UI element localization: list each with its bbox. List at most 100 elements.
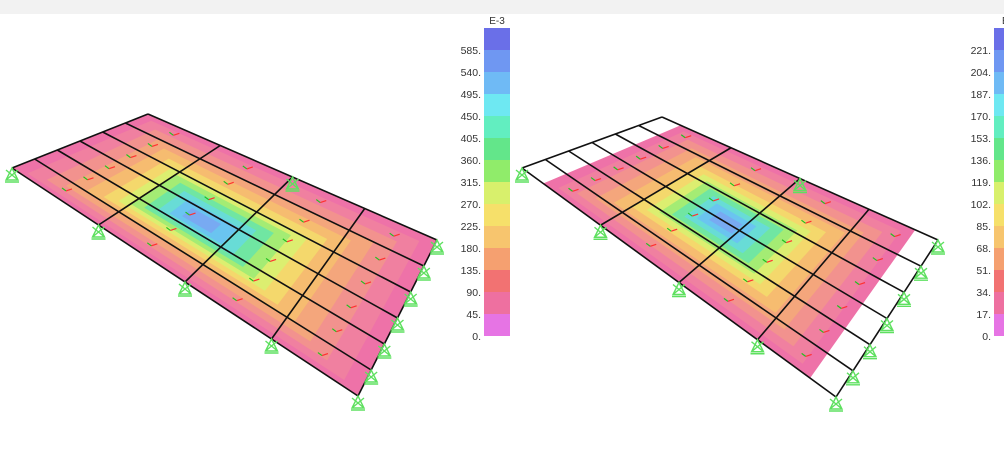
axis-mark: [232, 297, 237, 302]
axis-mark: [645, 242, 651, 247]
legend-swatch: [994, 270, 1004, 292]
grid-line: [184, 176, 294, 283]
grid-line: [678, 177, 801, 284]
legend-tick-label: 136.: [971, 155, 991, 167]
axis-mark: [170, 227, 177, 232]
axis-mark: [733, 183, 741, 187]
axis-mark: [248, 277, 254, 282]
axis-mark: [691, 213, 699, 217]
axis-mark: [762, 258, 768, 263]
support-icon: [792, 176, 808, 194]
legend-swatch: [484, 292, 510, 314]
legend-swatch: [484, 226, 510, 248]
legend-tick-label: 45.: [466, 309, 481, 321]
support-icon: [377, 342, 392, 359]
axis-mark: [594, 177, 602, 182]
axis-mark: [389, 232, 395, 237]
support-icon: [750, 338, 765, 355]
support-icon: [845, 369, 861, 386]
legend-tick-label: 221.: [971, 45, 991, 57]
axis-mark: [754, 168, 762, 172]
axis-mark: [185, 211, 190, 216]
axis-mark: [568, 187, 573, 192]
axis-mark: [65, 188, 73, 192]
support-icon: [403, 290, 418, 307]
axis-mark: [819, 328, 824, 333]
axis-mark: [242, 165, 248, 170]
legend-swatch: [484, 50, 510, 72]
legend-tick-label: 315.: [461, 177, 481, 189]
axis-mark: [785, 240, 793, 244]
legend-tick-label: 17.: [976, 309, 991, 321]
legend-swatch: [994, 204, 1004, 226]
contour-fill: [543, 125, 916, 379]
axis-mark: [727, 298, 735, 302]
contour-fill: [12, 114, 437, 396]
support-icon: [879, 316, 895, 334]
axis-mark: [317, 352, 323, 357]
support-icon: [514, 166, 530, 183]
grid-line: [98, 144, 221, 226]
legend-tick-label: 204.: [971, 67, 991, 79]
legend-tick-label: 360.: [461, 155, 481, 167]
legend: E-3 585. 540. 495. 450. 405. 360. 315. 270. 225. 1…: [461, 16, 510, 343]
axis-mark: [670, 228, 678, 232]
axis-mark: [872, 257, 878, 262]
axis-mark: [876, 257, 884, 262]
axis-mark: [303, 219, 310, 223]
support-icon: [593, 223, 608, 240]
axis-mark: [658, 144, 664, 149]
axis-mark: [379, 257, 386, 261]
grid-line: [521, 116, 663, 169]
grid-line: [270, 208, 366, 340]
legend-swatch: [484, 270, 510, 292]
legend-tick-label: 180.: [461, 243, 481, 255]
panel-left: E-3 585. 540. 495. 450. 405. 360. 315. 270. 225. 1…: [4, 16, 510, 411]
support-icon: [416, 264, 431, 281]
legend-swatch: [484, 248, 510, 270]
axis-mark: [299, 218, 304, 223]
axis-mark: [590, 177, 596, 182]
support-icon: [264, 337, 279, 354]
axis-mark: [151, 143, 159, 148]
panel-right: E- 221. 204. 187. 170. 153. 136. 119. 102. 85. 68.…: [514, 16, 1004, 412]
axis-mark: [189, 212, 196, 216]
axis-mark: [83, 176, 88, 181]
legend-exponent-label: E-3: [489, 16, 505, 27]
support-icon: [390, 316, 405, 333]
axis-mark: [742, 278, 748, 283]
axis-mark: [269, 258, 277, 263]
axis-mark: [246, 166, 254, 170]
grid-line: [756, 208, 870, 341]
support-icon: [177, 280, 193, 297]
legend-tick-label: 135.: [461, 265, 481, 277]
legend-swatch: [994, 160, 1004, 182]
axis-mark: [854, 281, 860, 286]
axis-mark: [282, 238, 288, 243]
axis-mark: [204, 196, 209, 201]
axis-mark: [572, 188, 579, 192]
legend-tick-label: 51.: [976, 265, 991, 277]
axis-mark: [61, 187, 67, 192]
legend-tick-label: 225.: [461, 221, 481, 233]
grid-line: [11, 113, 149, 169]
legend-swatch: [994, 292, 1004, 314]
legend-tick-label: 102.: [971, 199, 991, 211]
axis-mark: [236, 298, 243, 302]
axis-mark: [130, 154, 137, 159]
legend-swatch: [994, 72, 1004, 94]
support-icon: [930, 238, 946, 255]
legend-tick-label: 450.: [461, 111, 481, 123]
legend-tick-label: 495.: [461, 89, 481, 101]
local-axes: [61, 131, 400, 357]
axis-mark: [801, 219, 806, 224]
axis-mark: [146, 242, 152, 247]
axis-mark: [227, 181, 234, 185]
axis-mark: [147, 142, 153, 147]
support-markers: [4, 166, 445, 411]
legend-tick-label: 153.: [971, 133, 991, 145]
support-icon: [671, 280, 687, 298]
legend-swatch: [484, 94, 510, 116]
support-icon: [4, 166, 20, 183]
local-axes: [568, 134, 901, 357]
